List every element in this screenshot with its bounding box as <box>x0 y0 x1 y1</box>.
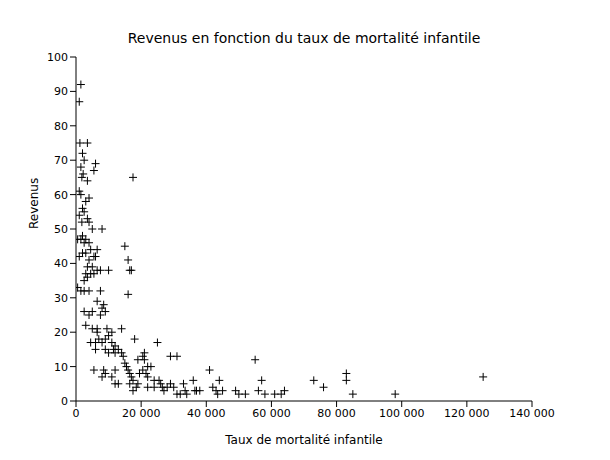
svg-text:120 000: 120 000 <box>444 407 490 420</box>
svg-text:50: 50 <box>54 223 68 236</box>
svg-text:40: 40 <box>54 257 68 270</box>
svg-text:10: 10 <box>54 361 68 374</box>
svg-text:Revenus: Revenus <box>27 178 41 229</box>
svg-text:Taux de mortalité infantile: Taux de mortalité infantile <box>224 433 383 447</box>
svg-text:20 000: 20 000 <box>122 407 161 420</box>
svg-text:70: 70 <box>54 154 68 167</box>
svg-text:0: 0 <box>61 395 68 408</box>
svg-text:60 000: 60 000 <box>252 407 291 420</box>
svg-text:30: 30 <box>54 292 68 305</box>
svg-text:0: 0 <box>73 407 80 420</box>
html-text:Revenus en fonction du taux de: Revenus en fonction du taux de mortalité… <box>127 30 481 46</box>
svg-text:100 000: 100 000 <box>379 407 425 420</box>
svg-text:140 000: 140 000 <box>509 407 555 420</box>
svg-text:20: 20 <box>54 326 68 339</box>
svg-text:100: 100 <box>47 51 68 64</box>
svg-text:60: 60 <box>54 189 68 202</box>
svg-text:40 000: 40 000 <box>187 407 226 420</box>
svg-text:90: 90 <box>54 85 68 98</box>
svg-text:80 000: 80 000 <box>317 407 356 420</box>
svg-text:80: 80 <box>54 120 68 133</box>
